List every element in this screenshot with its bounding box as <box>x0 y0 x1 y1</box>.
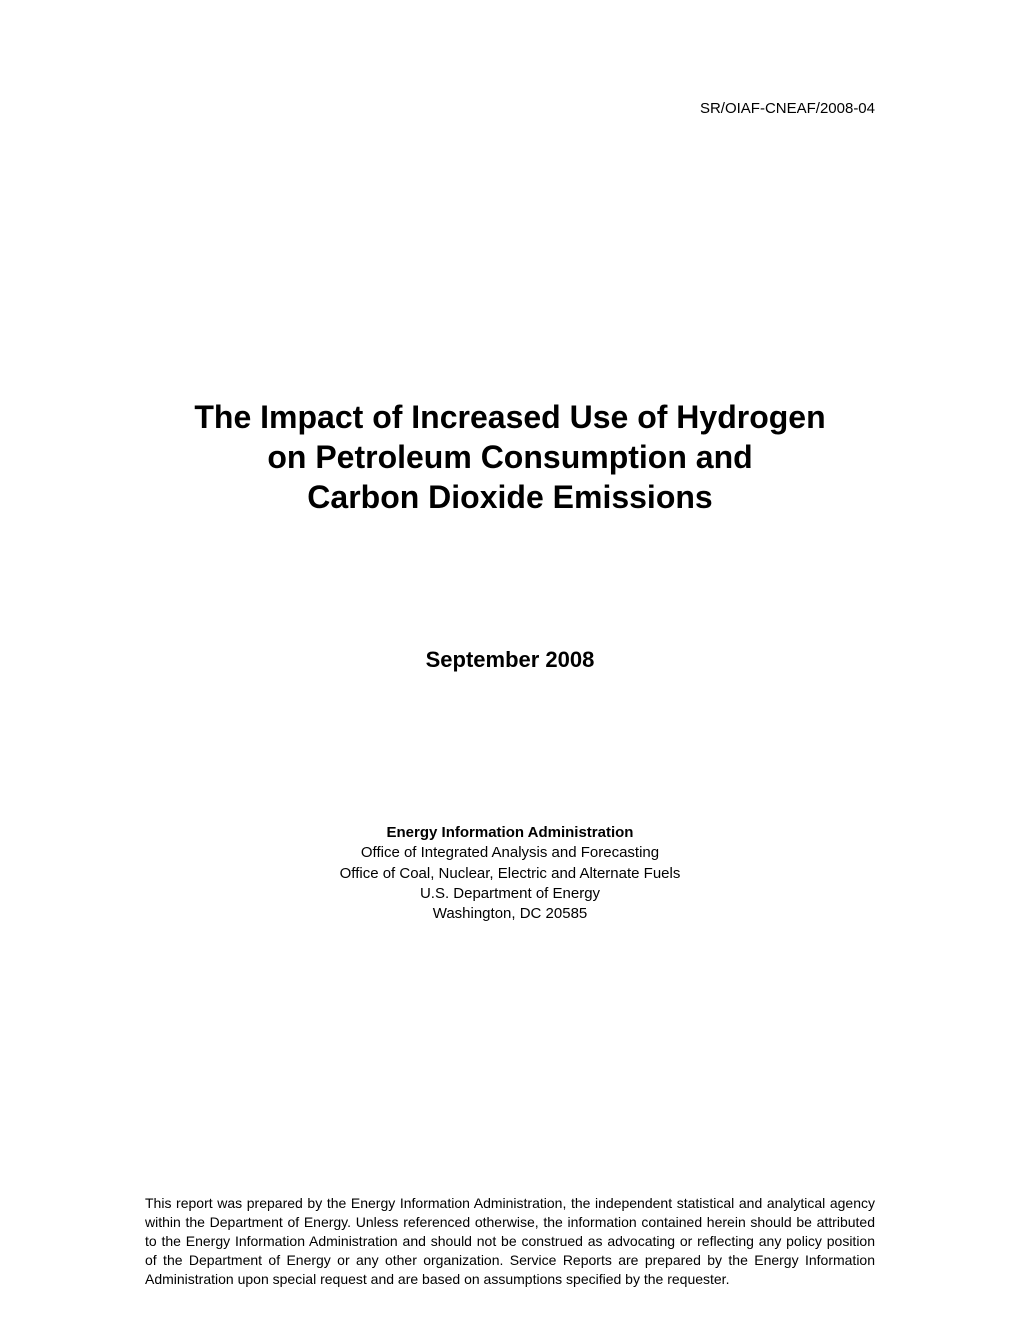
org-office-2: Office of Coal, Nuclear, Electric and Al… <box>145 864 875 884</box>
document-date: September 2008 <box>145 647 875 673</box>
document-title: The Impact of Increased Use of Hydrogen … <box>145 397 875 517</box>
org-address: Washington, DC 20585 <box>145 904 875 924</box>
organization-block: Energy Information Administration Office… <box>145 823 875 924</box>
document-page: SR/OIAF-CNEAF/2008-04 The Impact of Incr… <box>0 0 1020 1320</box>
title-line-1: The Impact of Increased Use of Hydrogen <box>194 399 825 435</box>
title-line-3: Carbon Dioxide Emissions <box>307 479 712 515</box>
disclaimer-text: This report was prepared by the Energy I… <box>145 1194 875 1288</box>
org-department: U.S. Department of Energy <box>145 884 875 904</box>
title-line-2: on Petroleum Consumption and <box>267 439 752 475</box>
org-office-1: Office of Integrated Analysis and Foreca… <box>145 843 875 863</box>
document-id: SR/OIAF-CNEAF/2008-04 <box>145 100 875 117</box>
org-name: Energy Information Administration <box>145 823 875 843</box>
